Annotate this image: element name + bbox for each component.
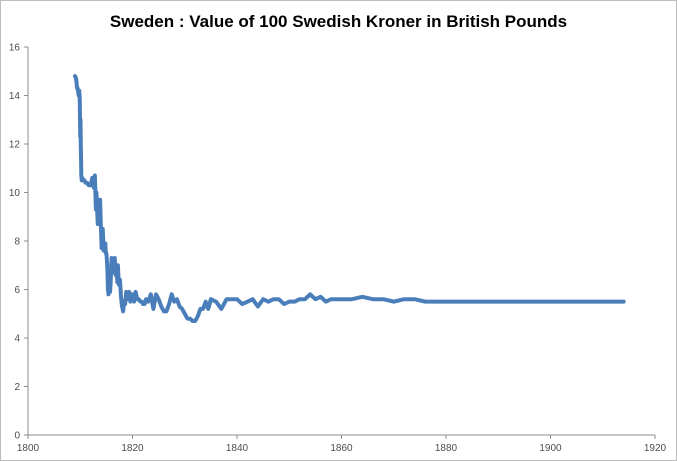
y-tick-label: 8 — [14, 237, 20, 248]
y-tick-label: 6 — [14, 285, 20, 296]
y-tick-label: 14 — [9, 91, 21, 102]
series-line-0 — [73, 74, 626, 324]
y-tick-label: 16 — [9, 43, 21, 54]
x-tick-label: 1900 — [539, 443, 562, 454]
y-tick-label: 0 — [14, 431, 20, 442]
x-tick-label: 1860 — [330, 443, 353, 454]
x-tick-label: 1880 — [435, 443, 458, 454]
x-tick-label: 1920 — [644, 443, 667, 454]
y-tick-label: 10 — [9, 188, 21, 199]
y-tick-label: 2 — [14, 382, 20, 393]
x-tick-label: 1800 — [17, 443, 40, 454]
chart-title: Sweden : Value of 100 Swedish Kroner in … — [109, 12, 568, 31]
y-tick-label: 12 — [9, 140, 21, 151]
x-tick-label: 1840 — [226, 443, 249, 454]
x-tick-label: 1820 — [121, 443, 144, 454]
y-tick-label: 4 — [14, 334, 20, 345]
